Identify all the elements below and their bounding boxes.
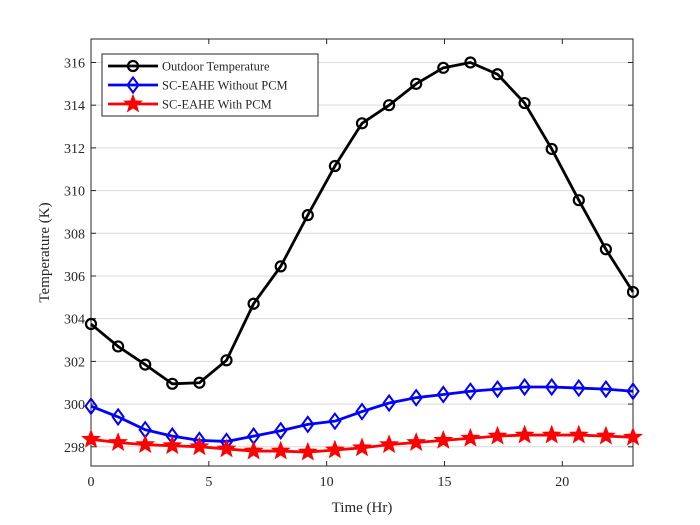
data-point: [623, 426, 643, 446]
data-point: [220, 354, 233, 367]
data-point: [216, 438, 237, 458]
data-point: [572, 378, 586, 398]
y-tick-label: 316: [64, 56, 85, 71]
data-point: [274, 260, 287, 273]
legend-marker: [126, 59, 140, 73]
legend-marker: [126, 75, 140, 95]
y-tick-label: 298: [64, 441, 85, 456]
x-tick-label: 0: [88, 475, 95, 490]
data-point: [568, 424, 589, 444]
data-point: [355, 402, 369, 421]
data-point: [518, 96, 531, 110]
data-point: [247, 297, 260, 310]
data-point: [84, 397, 98, 416]
data-point: [517, 377, 532, 397]
data-point: [626, 285, 640, 299]
data-point: [162, 435, 183, 455]
series-0: [84, 56, 640, 390]
data-point: [135, 434, 156, 454]
data-point: [599, 243, 613, 256]
data-point: [352, 437, 372, 457]
data-point: [437, 61, 450, 74]
data-point: [383, 99, 396, 112]
data-point: [297, 441, 318, 461]
plot-frame: [90, 38, 634, 467]
data-point: [409, 388, 423, 407]
y-tick-label: 304: [64, 313, 85, 328]
data-point: [81, 428, 101, 448]
data-point: [301, 415, 315, 434]
data-point: [139, 358, 152, 371]
legend-label: SC-EAHE With PCM: [162, 98, 272, 112]
data-point: [406, 432, 427, 451]
legend: Outdoor Temperature SC-EAHE Without PCM SC…: [101, 53, 319, 117]
data-point: [626, 382, 640, 401]
data-point: [572, 194, 585, 207]
x-tick-label: 20: [555, 475, 569, 490]
legend-item: SC-EAHE Without PCM: [108, 75, 288, 95]
y-tick-label: 312: [64, 142, 85, 157]
data-point: [491, 68, 504, 81]
y-tick-label: 310: [64, 185, 85, 200]
data-point: [463, 382, 478, 401]
data-point: [108, 432, 129, 451]
data-point: [243, 440, 264, 460]
data-point: [433, 429, 454, 449]
data-point: [166, 377, 179, 390]
series-line: [90, 61, 635, 386]
legend-label: SC-EAHE Without PCM: [162, 79, 288, 93]
data-point: [301, 209, 314, 222]
data-point: [111, 407, 125, 427]
data-point: [541, 424, 562, 444]
data-point: [270, 440, 291, 460]
y-tick-label: 308: [64, 227, 85, 242]
data-point: [460, 427, 481, 447]
data-point: [355, 117, 369, 130]
data-point: [379, 434, 400, 454]
data-point: [111, 340, 125, 353]
data-point: [599, 379, 613, 399]
x-tick-label: 5: [205, 475, 212, 490]
data-point: [193, 376, 206, 389]
data-point: [328, 159, 341, 173]
y-tick-label: 302: [64, 355, 85, 370]
y-tick-label: 314: [64, 99, 85, 114]
legend-item: SC-EAHE With PCM: [108, 93, 272, 113]
data-point: [189, 436, 210, 456]
data-point: [544, 377, 559, 397]
x-axis-label: Time (Hr): [332, 500, 393, 516]
data-point: [487, 425, 508, 445]
series-line: [90, 385, 634, 443]
data-point: [490, 379, 505, 399]
data-point: [410, 77, 423, 90]
data-point: [595, 425, 616, 445]
data-point: [84, 317, 98, 331]
data-point: [545, 142, 558, 156]
data-point: [324, 439, 345, 459]
x-tick-label: 10: [320, 475, 334, 490]
data-point: [273, 421, 288, 440]
data-point: [464, 56, 477, 69]
legend-item: Outdoor Temperature: [108, 60, 270, 74]
legend-marker: [123, 93, 143, 113]
data-point: [328, 411, 342, 431]
data-point: [382, 393, 396, 413]
y-tick-label: 300: [64, 398, 85, 413]
series-2: [81, 424, 643, 461]
data-point: [436, 385, 451, 404]
y-axis-label: Temperature (K): [37, 202, 53, 302]
legend-label: Outdoor Temperature: [162, 60, 270, 74]
x-tick-label: 15: [437, 475, 451, 490]
y-tick-label: 306: [64, 270, 85, 285]
data-point: [514, 424, 535, 444]
